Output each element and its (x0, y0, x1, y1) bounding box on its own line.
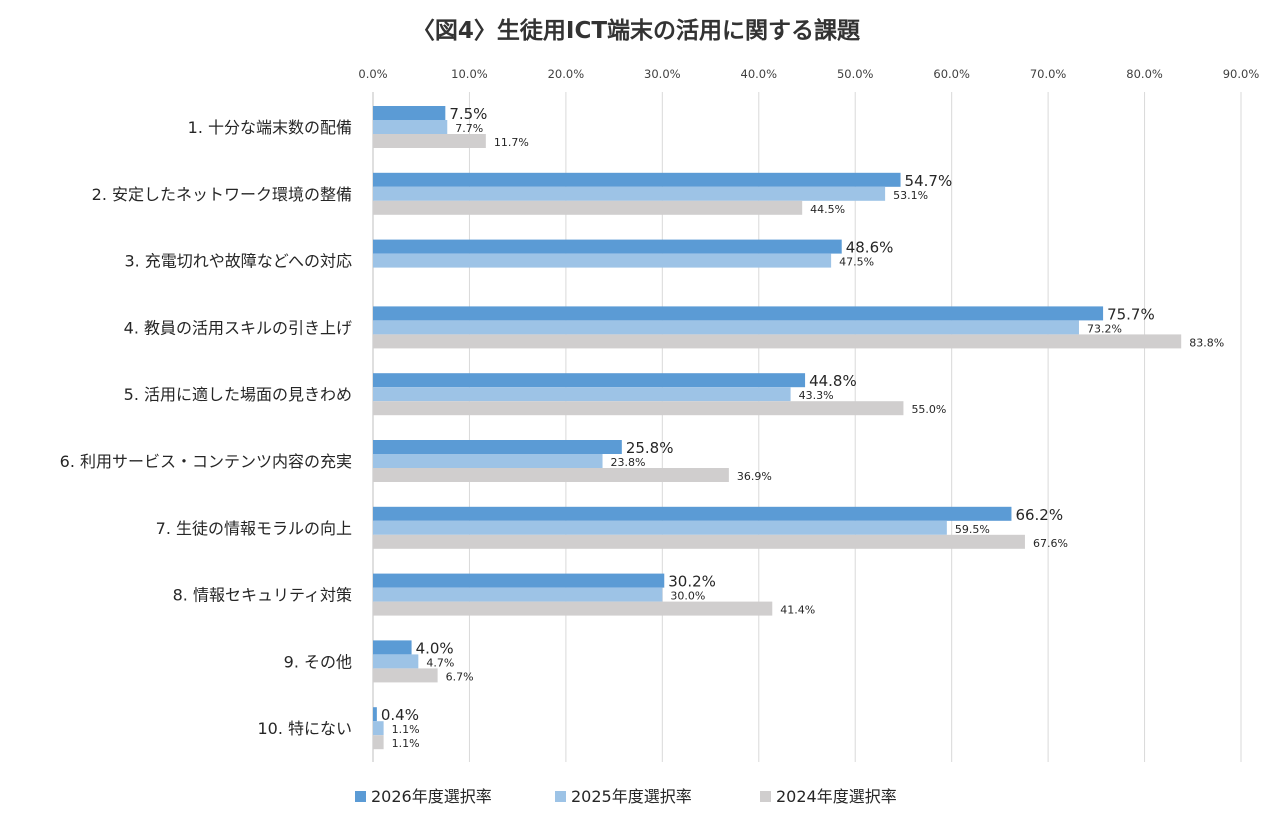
data-label: 0.4% (381, 706, 419, 724)
data-labels: 7.5%7.7% 11.7% 54.7%53.1% 44.5% 48.6%47.5% 75… (381, 105, 1224, 750)
bar (373, 601, 773, 616)
data-label: 53.1% (893, 189, 928, 202)
legend-label: 2024年度選択率 (776, 787, 897, 806)
data-label: 83.8% (1189, 336, 1224, 349)
bar (373, 668, 438, 683)
bar (373, 640, 412, 655)
bar (373, 134, 486, 148)
bar (373, 401, 904, 416)
category-label: 6. 利用サービス・コンテンツ内容の充実 (60, 452, 352, 471)
bar (373, 320, 1079, 335)
bar (373, 721, 384, 736)
data-label: 43.3% (799, 389, 834, 402)
legend: 2026年度選択率 2025年度選択率 2024年度選択率 (355, 787, 897, 806)
data-label: 25.8% (626, 439, 674, 457)
legend-swatch (355, 791, 366, 802)
data-label: 4.0% (416, 639, 454, 657)
data-label: 1.1% (392, 723, 420, 736)
data-label: 11.7% (494, 136, 529, 149)
bar (373, 454, 603, 468)
category-label: 10. 特にない (257, 719, 352, 738)
legend-label: 2026年度選択率 (371, 787, 492, 806)
category-label: 5. 活用に適した場面の見きわめ (124, 385, 352, 404)
category-label: 4. 教員の活用スキルの引き上げ (124, 318, 352, 337)
data-label: 54.7% (905, 172, 953, 190)
category-label: 8. 情報セキュリティ対策 (173, 586, 352, 605)
bar (373, 106, 446, 120)
data-label: 4.7% (426, 656, 454, 669)
x-tick-label: 0.0% (358, 67, 387, 81)
x-tick-label: 50.0% (837, 67, 874, 81)
data-label: 23.8% (611, 456, 646, 469)
x-tick-label: 70.0% (1030, 67, 1067, 81)
data-label: 59.5% (955, 523, 990, 536)
x-tick-label: 10.0% (451, 67, 488, 81)
data-label: 1.1% (392, 737, 420, 750)
legend-swatch (760, 791, 771, 802)
data-label: 7.7% (455, 122, 483, 135)
data-label: 47.5% (839, 256, 874, 269)
data-label: 6.7% (446, 670, 474, 683)
category-label: 2. 安定したネットワーク環境の整備 (92, 185, 352, 204)
category-label: 7. 生徒の情報モラルの向上 (156, 519, 352, 538)
bar (373, 520, 947, 535)
bar (373, 735, 384, 750)
bar (373, 707, 377, 722)
data-label: 48.6% (846, 239, 894, 257)
chart-title: 〈図4〉生徒用ICT端末の活用に関する課題 (412, 17, 861, 44)
data-label: 55.0% (911, 403, 946, 416)
data-label: 44.5% (810, 203, 845, 216)
data-label: 36.9% (737, 470, 772, 483)
bar (373, 573, 665, 588)
bars (373, 106, 1182, 750)
bar (373, 306, 1104, 321)
category-label: 3. 充電切れや故障などへの対応 (124, 252, 352, 271)
category-labels: 1. 十分な端末数の配備 2. 安定したネットワーク環境の整備 3. 充電切れや故障… (60, 118, 352, 738)
x-axis-tick-labels: 0.0% 10.0% 20.0% 30.0% 40.0% 50.0% 60.0% 70.0% 8… (358, 67, 1259, 81)
bar (373, 373, 806, 388)
bar (373, 587, 663, 602)
bar (373, 200, 803, 215)
data-label: 7.5% (449, 105, 487, 123)
bar (373, 172, 901, 187)
bar (373, 120, 448, 134)
bar (373, 468, 729, 482)
bar (373, 334, 1182, 349)
data-label: 67.6% (1033, 537, 1068, 550)
category-label: 9. その他 (284, 652, 352, 671)
x-tick-label: 40.0% (741, 67, 778, 81)
x-tick-label: 20.0% (548, 67, 585, 81)
bar (373, 440, 622, 454)
legend-swatch (555, 791, 566, 802)
data-label: 44.8% (809, 372, 857, 390)
x-tick-label: 60.0% (933, 67, 970, 81)
bar (373, 654, 419, 669)
legend-label: 2025年度選択率 (571, 787, 692, 806)
data-label: 30.2% (668, 573, 716, 591)
x-tick-label: 90.0% (1223, 67, 1260, 81)
data-label: 66.2% (1015, 506, 1063, 524)
data-label: 75.7% (1107, 305, 1155, 323)
bar (373, 186, 886, 201)
bar (373, 506, 1012, 521)
category-label: 1. 十分な端末数の配備 (188, 118, 352, 137)
bar (373, 534, 1025, 549)
bar (373, 239, 842, 254)
x-tick-label: 80.0% (1126, 67, 1163, 81)
bar (373, 253, 832, 268)
bar (373, 387, 791, 402)
data-label: 41.4% (780, 604, 815, 617)
data-label: 73.2% (1087, 322, 1122, 335)
data-label: 30.0% (670, 590, 705, 603)
x-tick-label: 30.0% (644, 67, 681, 81)
